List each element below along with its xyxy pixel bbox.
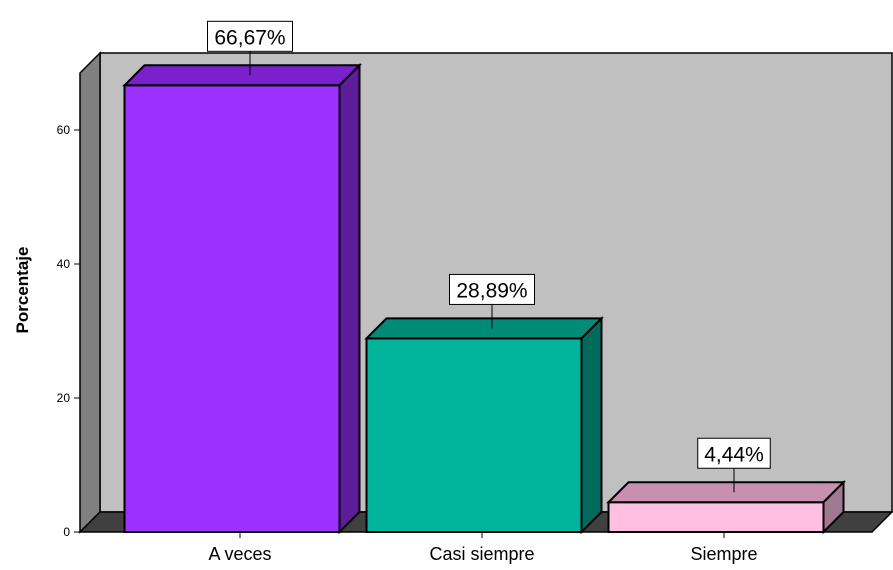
bar-top [364,317,604,340]
bar [606,479,846,535]
bar [122,62,362,535]
bar-side [580,316,603,535]
y-tick-label: 20 [57,391,71,405]
y-tick-label: 0 [63,525,70,539]
bar-front [365,337,583,534]
x-tick-label: Siempre [690,544,757,564]
data-label-box [449,273,535,305]
bar-top [122,64,362,87]
x-axis: A veces Casi siempre Siempre [208,532,758,564]
y-axis: 0 20 40 60 [57,123,80,539]
data-label-text: 28,89% [456,279,527,302]
data-label-text: 66,67% [214,26,285,49]
y-tick-label: 40 [57,257,71,271]
y-axis-label: Porcentaje [13,247,32,334]
bars [122,62,846,535]
bar-side [822,479,845,535]
x-tick-label: Casi siempre [429,544,534,564]
bar-top [606,481,846,504]
bar-front [607,501,825,534]
data-label: 28,89% [449,273,535,329]
x-tick-label: A veces [208,544,271,564]
data-label-box [697,437,771,469]
bar [364,316,604,535]
data-labels: 66,67% 28,89% 4,44% [207,20,771,493]
plot-left-wall [79,51,101,534]
y-tick-label: 60 [57,123,71,137]
data-label: 4,44% [697,437,771,493]
data-label-text: 4,44% [704,443,764,466]
data-label: 66,67% [207,20,293,76]
bar-side [338,62,361,535]
data-label-box [207,20,293,52]
bar-front [123,84,341,533]
